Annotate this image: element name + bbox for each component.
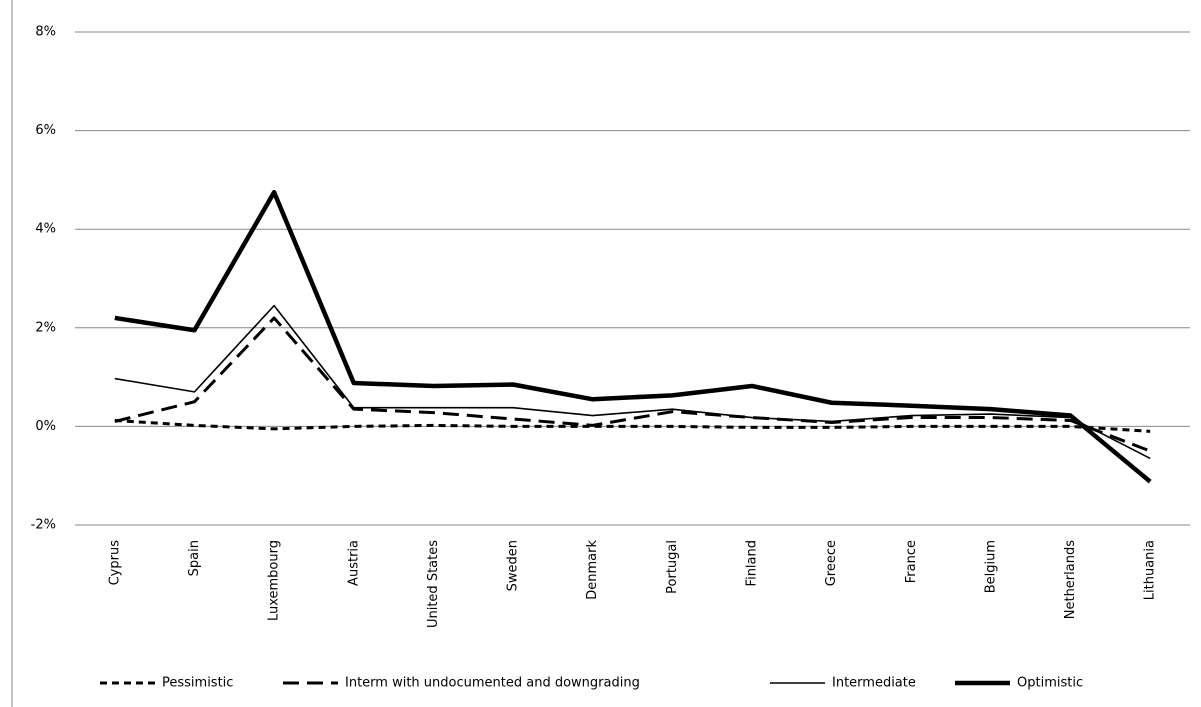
y-tick-label: -2% — [31, 518, 56, 533]
y-tick-label: 4% — [35, 222, 56, 237]
x-tick-label: Portugal — [665, 540, 680, 594]
x-tick-label: Netherlands — [1063, 540, 1078, 619]
x-tick-label: Greece — [824, 540, 839, 586]
series-line — [114, 418, 1151, 433]
x-tick-label: Belgium — [983, 540, 998, 593]
series-line — [114, 189, 1152, 484]
x-tick-label: Sweden — [506, 540, 521, 591]
y-tick-label: 2% — [35, 320, 56, 335]
legend-label: Optimistic — [1017, 676, 1083, 691]
x-tick-label: France — [904, 540, 919, 583]
legend-label: Pessimistic — [162, 676, 233, 691]
x-tick-label: United States — [426, 540, 441, 628]
x-tick-label: Denmark — [585, 540, 600, 600]
x-tick-label: Spain — [187, 540, 202, 576]
legend-label: Interm with undocumented and downgrading — [345, 676, 640, 691]
y-tick-label: 0% — [35, 419, 56, 434]
x-tick-label: Lithuania — [1143, 540, 1158, 600]
x-tick-label: Austria — [346, 540, 361, 586]
series-line — [114, 304, 1151, 460]
x-tick-label: Luxembourg — [267, 540, 282, 621]
y-tick-label: 8% — [35, 25, 56, 40]
x-tick-label: Cyprus — [107, 540, 122, 586]
legend-label: Intermediate — [832, 676, 916, 691]
y-tick-label: 6% — [35, 123, 56, 138]
series-line — [114, 316, 1151, 453]
x-tick-label: Finland — [744, 540, 759, 586]
